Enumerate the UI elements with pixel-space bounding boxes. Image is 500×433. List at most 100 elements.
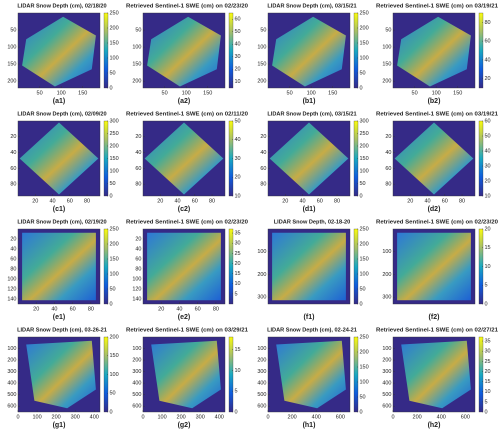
y-tick-label: 400 <box>257 381 266 387</box>
y-tick-label: 100 <box>382 249 391 255</box>
colorbar-tick-label: 20 <box>485 369 491 375</box>
x-tick-label: 20 <box>158 306 164 312</box>
colorbar-tick-label: 60 <box>485 39 491 45</box>
colorbar-tick-label: 50 <box>110 286 116 292</box>
colorbar-tick-label: 20 <box>485 76 491 82</box>
y-tick-label: 100 <box>382 45 391 51</box>
x-tick-label: 20 <box>282 198 288 204</box>
colorbar-tick-label: 50 <box>110 70 116 76</box>
y-tick-label: 200 <box>132 358 141 364</box>
x-tick-label: 40 <box>174 198 180 204</box>
y-tick-label: 40 <box>10 150 16 156</box>
x-tick-label: 40 <box>51 306 57 312</box>
y-tick-label: 60 <box>10 166 16 172</box>
colorbar <box>228 336 234 413</box>
x-tick-label: 0 <box>16 414 19 420</box>
colorbar-tick-label: 0 <box>485 409 488 415</box>
y-tick-label: 400 <box>382 381 391 387</box>
panel-title: LIDAR Snow Depth, 02-18-20 <box>274 219 350 225</box>
x-tick-label: 80 <box>213 306 219 312</box>
colorbar-tick-label: 50 <box>235 118 241 124</box>
x-tick-label: 150 <box>78 90 87 96</box>
panel-label: (g2) <box>178 422 191 429</box>
colorbar-tick-label: 50 <box>235 29 241 35</box>
colorbar-tick-label: 250 <box>360 10 369 16</box>
colorbar-tick-label: 50 <box>110 181 116 187</box>
colorbar <box>353 12 359 89</box>
x-tick-label: 600 <box>461 414 470 420</box>
map-image <box>22 232 96 301</box>
panel-label: (c1) <box>53 206 65 213</box>
y-tick-label: 20 <box>135 236 141 242</box>
panel-label: (a1) <box>53 98 65 105</box>
colorbar-tick-label: 0 <box>485 301 488 307</box>
y-tick-label: 100 <box>132 45 141 51</box>
colorbar-tick-label: 5 <box>485 399 488 405</box>
colorbar-tick-label: 0 <box>110 409 113 415</box>
colorbar-tick-label: 250 <box>110 226 119 232</box>
panel-title: LIDAR Snow Depth (cm), 03/15/21 <box>267 3 356 9</box>
colorbar-tick-label: 0 <box>110 301 113 307</box>
panel-label: (d1) <box>303 206 316 213</box>
y-tick-label: 140 <box>7 296 16 302</box>
colorbar-tick-label: 40 <box>485 148 491 154</box>
map-image <box>272 16 346 87</box>
panel-label: (e2) <box>178 314 190 321</box>
y-tick-label: 100 <box>7 346 16 352</box>
colorbar-tick-label: 50 <box>360 181 366 187</box>
colorbar-tick-label: 30 <box>235 241 241 247</box>
colorbar-tick-label: 25 <box>485 359 491 365</box>
y-tick-label: 120 <box>132 286 141 292</box>
colorbar-tick-label: 10 <box>485 264 491 270</box>
panel-title: Retrieved Sentinel-1 SWE (cm) on 02/23/2… <box>376 219 498 225</box>
y-tick-label: 100 <box>7 45 16 51</box>
colorbar-tick-label: 5 <box>235 389 238 395</box>
colorbar-tick-label: 15 <box>235 271 241 277</box>
y-tick-label: 600 <box>257 404 266 410</box>
panel-title: Retrieved Sentinel-1 SWE (cm) on 03/29/2… <box>126 327 248 333</box>
y-tick-label: 200 <box>382 79 391 85</box>
colorbar-tick-label: 0 <box>360 193 363 199</box>
colorbar-tick-label: 0 <box>235 409 238 415</box>
y-tick-label: 20 <box>260 134 266 140</box>
colorbar-tick-label: 100 <box>110 168 119 174</box>
colorbar-tick-label: 100 <box>110 271 119 277</box>
colorbar-tick-label: 20 <box>485 178 491 184</box>
colorbar-tick-label: 20 <box>235 175 241 181</box>
y-tick-label: 300 <box>132 369 141 375</box>
x-tick-label: 40 <box>49 198 55 204</box>
panel-label: (b2) <box>428 98 441 105</box>
x-tick-label: 150 <box>453 90 462 96</box>
x-tick-label: 400 <box>437 414 446 420</box>
x-tick-label: 200 <box>413 414 422 420</box>
colorbar-tick-label: 0 <box>110 193 113 199</box>
x-tick-label: 100 <box>32 414 41 420</box>
panel-title: LIDAR Snow Depth (cm), 02/09/20 <box>17 111 106 117</box>
y-tick-label: 100 <box>257 45 266 51</box>
colorbar-tick-label: 40 <box>235 42 241 48</box>
x-tick-label: 60 <box>195 306 201 312</box>
x-tick-label: 300 <box>196 414 205 420</box>
colorbar <box>353 336 359 413</box>
y-tick-label: 20 <box>385 134 391 140</box>
map-image <box>147 16 221 87</box>
y-tick-label: 500 <box>257 392 266 398</box>
y-tick-label: 50 <box>10 27 16 33</box>
colorbar-tick-label: 50 <box>485 133 491 139</box>
panel-title: LIDAR Snow Depth (cm), 02/19/20 <box>17 219 106 225</box>
colorbar-tick-label: 10 <box>485 389 491 395</box>
x-tick-label: 80 <box>209 198 215 204</box>
colorbar-tick-label: 300 <box>360 118 369 124</box>
colorbar-tick-label: 10 <box>485 193 491 199</box>
colorbar-tick-label: 15 <box>485 379 491 385</box>
colorbar-tick-label: 0 <box>110 85 113 91</box>
panel-title: LIDAR Snow Depth (cm), 03/15/21 <box>267 111 356 117</box>
colorbar-tick-label: 15 <box>235 347 241 353</box>
panel-title: Retrieved Sentinel-1 SWE (cm) on 02/27/2… <box>376 327 498 333</box>
colorbar-tick-label: 250 <box>360 226 369 232</box>
colorbar-tick-label: 60 <box>235 17 241 23</box>
x-tick-label: 150 <box>328 90 337 96</box>
x-tick-label: 300 <box>71 414 80 420</box>
x-tick-label: 100 <box>307 90 316 96</box>
